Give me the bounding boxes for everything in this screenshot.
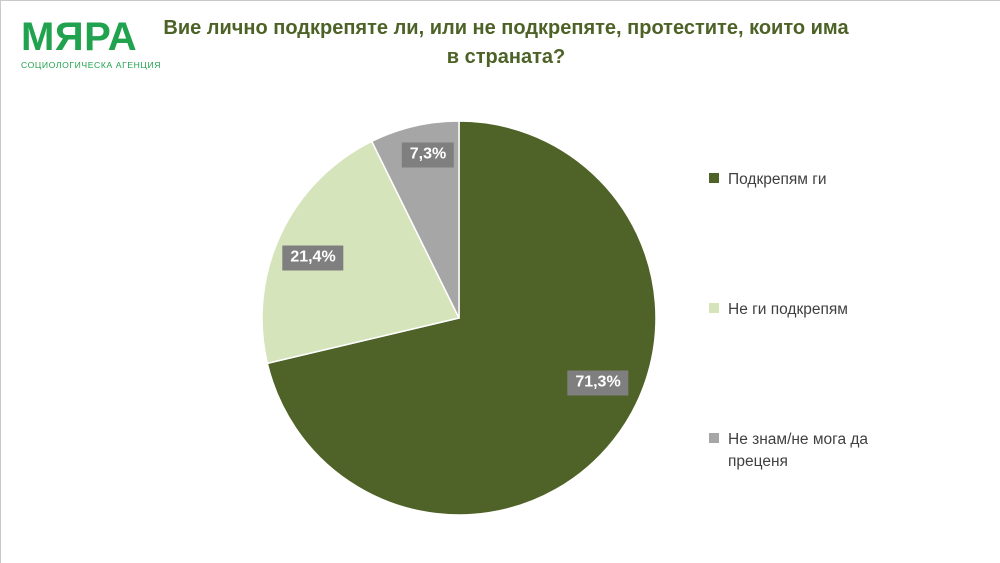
- legend-label: Подкрепям ги: [728, 171, 827, 188]
- legend-label: Не знам/не мога да преценя: [728, 431, 869, 470]
- legend-swatch-icon: [709, 173, 719, 183]
- pie-slice: [370, 120, 460, 319]
- pie-data-label-not-support: 21,4%: [282, 245, 344, 271]
- agency-logo-subtitle: СОЦИОЛОГИЧЕСКА АГЕНЦИЯ: [21, 60, 162, 70]
- legend-swatch-icon: [709, 433, 719, 443]
- pie-slice: [266, 120, 657, 516]
- pie-slice: [261, 140, 461, 365]
- chart-title: Вие лично подкрепяте ли, или не подкрепя…: [156, 14, 856, 72]
- pie-chart: [261, 120, 657, 516]
- legend-item-not-support: Не ги подкрепям: [709, 299, 848, 321]
- legend-label: Не ги подкрепям: [728, 301, 848, 318]
- legend-swatch-icon: [709, 303, 719, 313]
- chart-title-line1: Вие лично подкрепяте ли, или не подкрепя…: [163, 17, 849, 39]
- agency-logo: МЯРА СОЦИОЛОГИЧЕСКА АГЕНЦИЯ: [21, 17, 161, 70]
- chart-title-line2: в страната?: [446, 46, 566, 68]
- legend-item-support: Подкрепям ги: [709, 169, 827, 191]
- agency-logo-name: МЯРА: [21, 15, 138, 59]
- pie-data-label-support: 71,3%: [567, 370, 629, 396]
- pie-data-label-dont-know: 7,3%: [401, 142, 455, 168]
- legend-item-dont-know: Не знам/не мога да преценя: [709, 429, 877, 472]
